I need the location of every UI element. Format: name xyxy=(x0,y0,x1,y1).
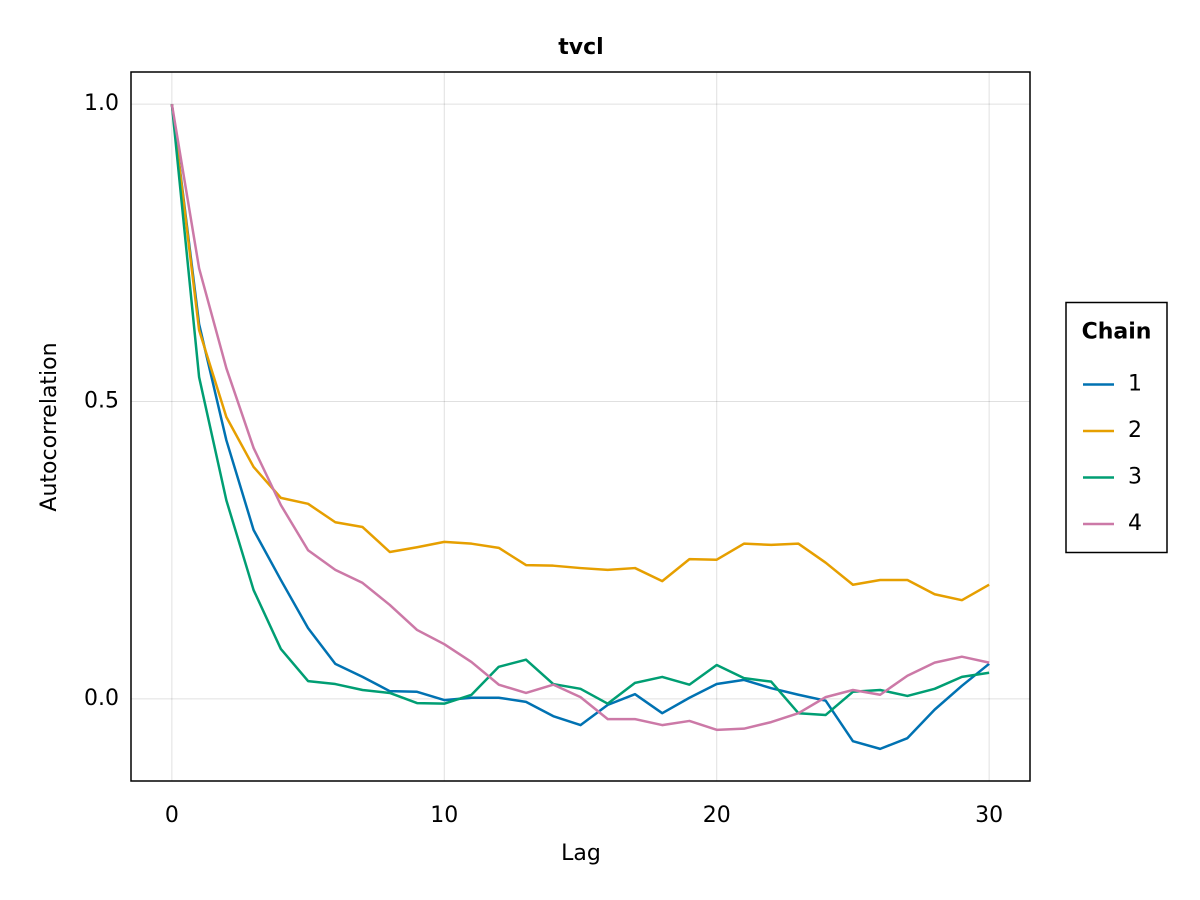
legend-label: 2 xyxy=(1128,418,1142,443)
legend-label: 1 xyxy=(1128,372,1142,397)
x-tick-label: 30 xyxy=(975,803,1003,828)
x-tick-label: 10 xyxy=(430,803,458,828)
legend-title: Chain xyxy=(1082,320,1152,345)
data-line xyxy=(170,103,990,732)
x-tick-label: 20 xyxy=(703,803,731,828)
y-tick-label: 0.0 xyxy=(84,686,119,711)
plot-frame xyxy=(130,71,1031,782)
data-line xyxy=(170,103,990,602)
x-tick-label: 0 xyxy=(165,803,179,828)
x-axis-label: Lag xyxy=(561,841,601,866)
legend-label: 4 xyxy=(1128,511,1142,536)
y-tick-label: 0.5 xyxy=(84,389,119,414)
chart-title: tvcl xyxy=(558,35,603,60)
data-line xyxy=(170,103,990,717)
legend-label: 3 xyxy=(1128,465,1142,490)
legend-box xyxy=(1065,301,1168,554)
y-tick-label: 1.0 xyxy=(84,91,119,116)
y-axis-label: Autocorrelation xyxy=(37,342,62,511)
data-line xyxy=(170,103,990,751)
